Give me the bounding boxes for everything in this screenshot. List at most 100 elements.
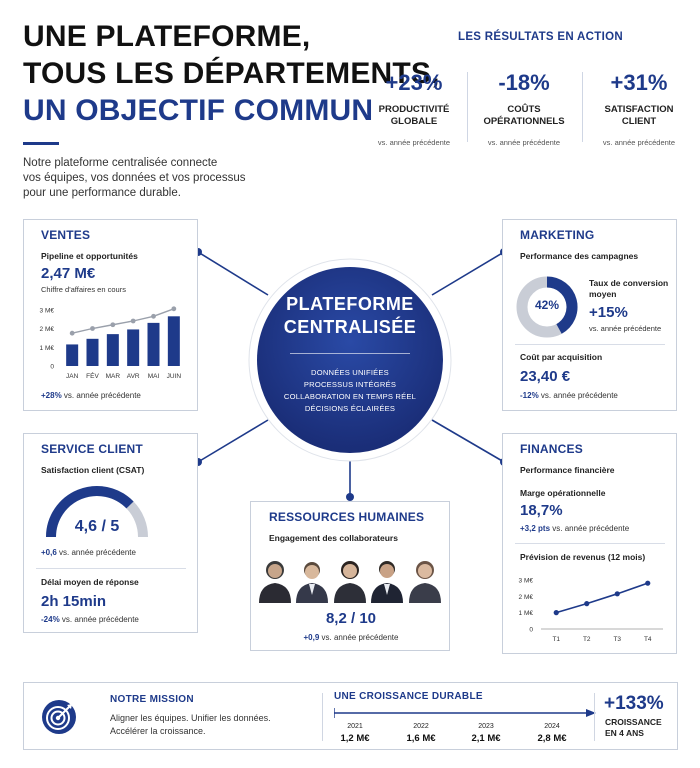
intro-line: vos équipes, vos données et vos processu… [23,172,246,184]
bar [86,338,99,366]
growth-caption: CROISSANCE EN 4 ANS [605,717,662,739]
forecast-line [556,582,649,614]
csat-delta: +0,6 vs. année précédente [41,548,136,557]
result-value: +23% [385,70,443,95]
bar [66,344,79,366]
forecast-point [553,610,559,616]
cpa-value: 23,40 € [520,368,571,385]
card-separator [36,568,186,569]
title-underline [23,142,59,145]
result-satisfaction: +31% SATISFACTION CLIENT vs. année précéd… [585,70,693,147]
platform-center-disc [257,267,443,453]
y-tick-label: 0 [50,364,54,371]
result-label-line: CLIENT [621,116,657,127]
trend-line [72,308,175,334]
bar [106,334,119,366]
delta-text: vs. année précédente [61,615,139,624]
results-divider [582,72,583,142]
card-title: MARKETING [520,228,595,242]
conversion-label-line: Taux de conversion [589,278,669,288]
sales-bar-chart: 0 1 M€ 2 M€ 3 M€ JAN FÉV MAR AVR MAI JUIN [40,306,182,380]
result-sub: vs. année précédente [377,138,451,147]
sales-delta: +28% vs. année précédente [41,391,141,400]
x-tick-label: T1 [552,636,560,643]
person-avatar [371,561,403,603]
target-icon [42,700,76,734]
growth-caption-line: EN 4 ANS [605,728,644,738]
margin-label: Marge opérationnelle [520,488,606,498]
bar [147,322,160,366]
donut-fill [546,276,578,334]
result-costs: -18% COÛTS OPÉRATIONNELS vs. année précéd… [470,70,578,147]
delay-label: Délai moyen de réponse [41,577,139,587]
growth-year: 2021 [347,723,363,730]
delta-value: +3,2 pts [520,524,551,533]
person-avatar [296,562,328,603]
card-subtitle: Performance financière [520,465,615,475]
conversion-delta: +15% [589,304,628,321]
y-tick-label: 3 M€ [40,307,55,314]
title-line-2: TOUS LES DÉPARTEMENTS, [23,57,440,90]
y-tick-label: 1 M€ [519,610,534,617]
x-tick-label: JAN [66,373,79,380]
delta-text: vs. année précédente [63,391,141,400]
delta-text: vs. année précédente [59,548,136,557]
delta-value: -12% [520,391,539,400]
gauge-fill [46,486,134,538]
y-tick-label: 2 M€ [40,326,55,333]
employee-photos [259,561,441,603]
x-tick-label: T2 [583,636,591,643]
growth-value: 2,1 M€ [471,733,501,744]
result-sub: vs. année précédente [487,138,561,147]
result-value: +31% [610,70,668,95]
trend-point [69,330,75,336]
card-title: RESSOURCES HUMAINES [269,510,425,524]
intro-line: pour une performance durable. [23,187,181,199]
delta-text: vs. année précédente [321,633,399,642]
result-label-line: SATISFACTION [604,104,674,115]
delta-value: -24% [41,615,60,624]
intro-text: Notre plateforme centralisée connecte vo… [23,156,245,201]
card-subtitle: Performance des campagnes [520,251,639,261]
platform-title-line: PLATEFORME [286,294,414,314]
result-sub: vs. année précédente [602,138,676,147]
pipeline-value: 2,47 M€ [41,265,96,282]
x-tick-label: T4 [644,636,652,643]
results-divider [467,72,468,142]
x-tick-label: FÉV [86,371,99,380]
csat-score: 4,6 / 5 [74,518,120,535]
csat-gauge [46,486,148,538]
card-marketing: MARKETING Performance des campagnes 42% … [502,219,677,411]
delta-text: vs. année précédente [540,391,618,400]
platform-features: DONNÉES UNIFIÉES PROCESSUS INTÉGRÉS COLL… [257,367,443,415]
x-tick-label: JUIN [167,373,182,380]
mission-line: Aligner les équipes. Unifier les données… [110,713,271,723]
platform-title: PLATEFORME CENTRALISÉE [257,293,443,339]
cpa-label: Coût par acquisition [520,352,603,362]
bar [167,316,180,366]
bar [127,329,140,366]
card-ventes: VENTES Pipeline et opportunités 2,47 M€ … [23,219,198,411]
x-tick-label: MAR [106,373,121,380]
intro-line: Notre plateforme centralisée connecte [23,157,218,169]
result-label: COÛTS OPÉRATIONNELS [470,104,578,128]
growth-title: UNE CROISSANCE DURABLE [334,691,483,702]
result-label: PRODUCTIVITÉ GLOBALE [360,104,468,128]
margin-value: 18,7% [520,502,563,519]
card-title: VENTES [41,228,91,242]
platform-title-line: CENTRALISÉE [283,317,417,337]
delay-delta: -24% vs. année précédente [41,615,139,624]
result-label-line: COÛTS [507,104,541,115]
band-divider [322,693,323,741]
rh-score: 8,2 / 10 [325,610,377,627]
card-title: FINANCES [520,442,583,456]
feature-item: DONNÉES UNIFIÉES [311,368,389,377]
card-subtitle: Pipeline et opportunités [41,251,138,261]
mission-text: Aligner les équipes. Unifier les données… [110,712,271,738]
delta-value: +0,6 [41,548,57,557]
person-avatar [259,561,291,603]
growth-year: 2024 [544,723,560,730]
delta-value: +28% [41,391,62,400]
growth-caption-line: CROISSANCE [605,717,662,727]
rh-delta: +0,9 vs. année précédente [251,633,451,642]
